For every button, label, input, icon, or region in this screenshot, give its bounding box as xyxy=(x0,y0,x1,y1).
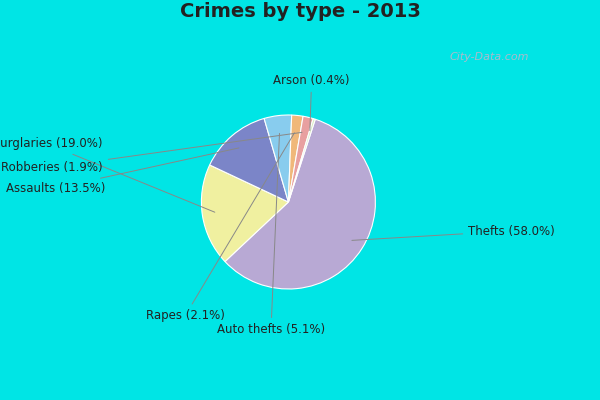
Text: Thefts (58.0%): Thefts (58.0%) xyxy=(352,224,555,240)
Text: Rapes (2.1%): Rapes (2.1%) xyxy=(146,133,295,322)
Title: Crimes by type - 2013: Crimes by type - 2013 xyxy=(179,2,421,21)
Text: Burglaries (19.0%): Burglaries (19.0%) xyxy=(0,138,215,212)
Wedge shape xyxy=(209,118,289,202)
Text: Robberies (1.9%): Robberies (1.9%) xyxy=(1,132,302,174)
Wedge shape xyxy=(202,165,289,262)
Text: Assaults (13.5%): Assaults (13.5%) xyxy=(6,148,239,194)
Wedge shape xyxy=(225,119,376,289)
Wedge shape xyxy=(289,115,303,202)
Wedge shape xyxy=(289,119,315,202)
Wedge shape xyxy=(289,116,313,202)
Text: City-Data.com: City-Data.com xyxy=(449,52,529,62)
Text: Arson (0.4%): Arson (0.4%) xyxy=(274,74,350,130)
Wedge shape xyxy=(264,115,292,202)
Text: Auto thefts (5.1%): Auto thefts (5.1%) xyxy=(217,133,325,336)
